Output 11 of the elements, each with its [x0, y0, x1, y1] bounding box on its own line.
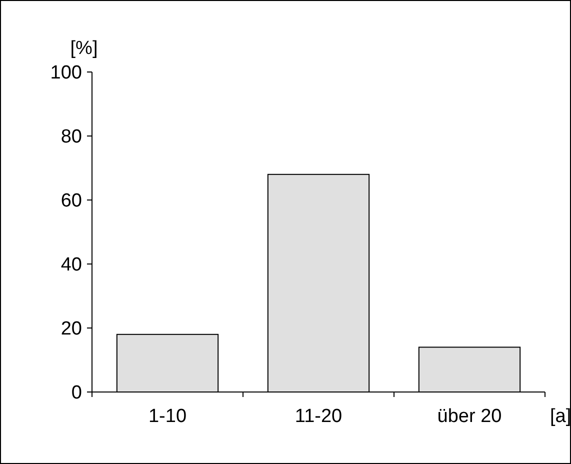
- y-tick-label: 0: [71, 382, 82, 404]
- y-tick-label: 60: [60, 190, 82, 212]
- x-tick-label: über 20: [437, 406, 502, 427]
- y-tick-label: 80: [60, 126, 82, 148]
- x-tick-label: 11-20: [294, 406, 342, 427]
- y-tick-label: 20: [60, 318, 82, 340]
- y-axis-title: [%]: [70, 38, 98, 59]
- x-tick-label: 1-10: [148, 406, 187, 427]
- x-axis-title: [a]: [550, 406, 571, 427]
- y-tick-label: 100: [50, 62, 82, 84]
- y-tick-label: 40: [60, 254, 82, 276]
